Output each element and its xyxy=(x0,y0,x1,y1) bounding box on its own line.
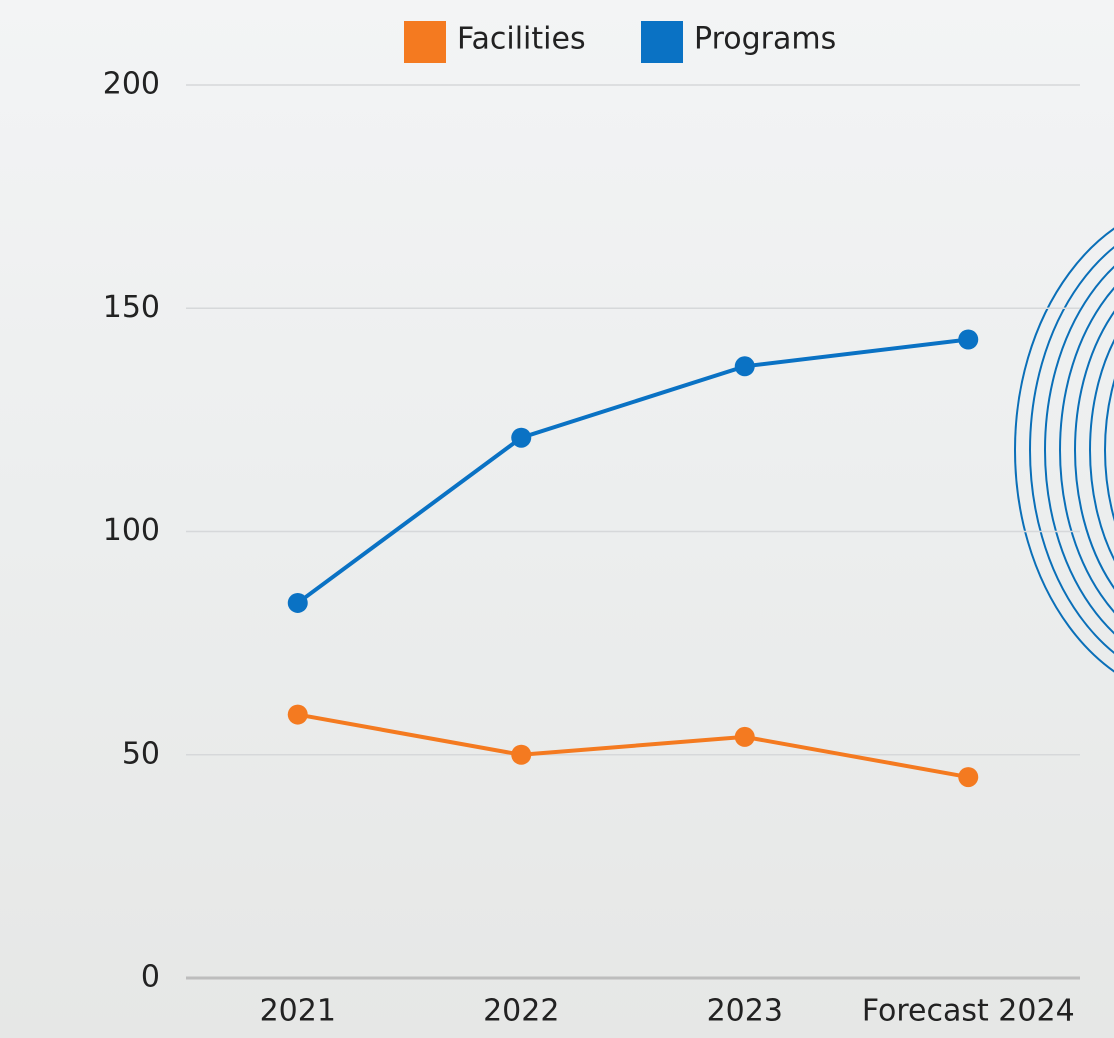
chart: 0 50 100 150 200 2021 2022 2023 Forecast 2024 Fa… xyxy=(0,0,1114,1038)
data-point xyxy=(735,727,755,747)
y-tick-label: 100 xyxy=(103,513,160,548)
data-point xyxy=(511,428,531,448)
data-point xyxy=(958,767,978,787)
data-point xyxy=(288,705,308,725)
y-tick-label: 0 xyxy=(141,960,160,995)
data-point xyxy=(958,330,978,350)
y-tick-label: 200 xyxy=(103,67,160,102)
data-point xyxy=(288,593,308,613)
legend-swatch xyxy=(641,21,683,63)
x-tick-label: 2021 xyxy=(260,994,336,1029)
background xyxy=(0,0,1114,1038)
y-tick-label: 50 xyxy=(122,736,160,771)
data-point xyxy=(735,356,755,376)
x-tick-label: Forecast 2024 xyxy=(862,994,1075,1029)
legend-swatch xyxy=(404,21,446,63)
x-tick-label: 2023 xyxy=(707,994,783,1029)
legend-label: Facilities xyxy=(457,22,586,57)
legend-label: Programs xyxy=(694,22,836,57)
y-tick-label: 150 xyxy=(103,290,160,325)
x-tick-label: 2022 xyxy=(483,994,559,1029)
data-point xyxy=(511,745,531,765)
page: {"chart_data": {"type": "line", "categor… xyxy=(0,0,1114,1038)
